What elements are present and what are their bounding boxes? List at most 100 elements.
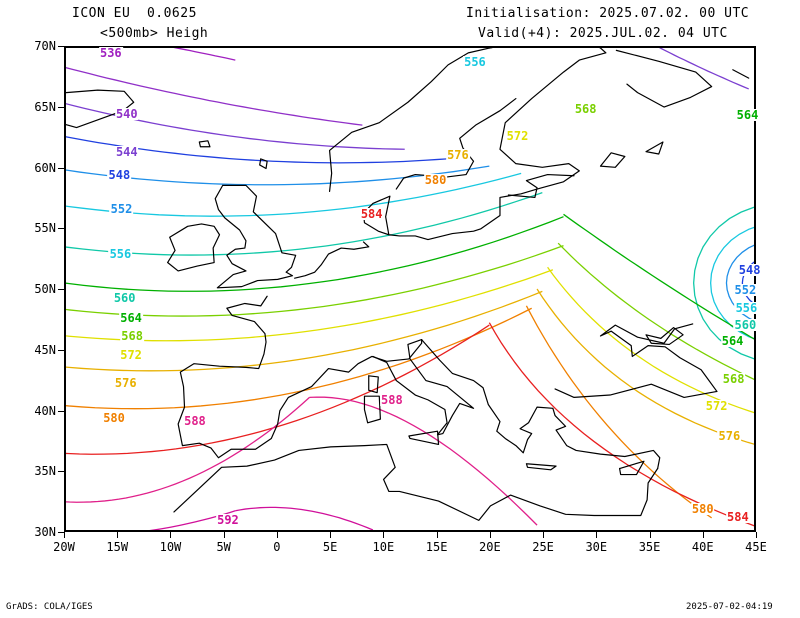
contour-value-label: 564 [735,108,760,123]
y-tick-label: 50N [34,282,56,296]
x-tick-label: 20W [53,540,75,554]
contour-value-label: 576 [113,375,138,390]
x-tick-mark [276,532,278,538]
model-title: ICON EU 0.0625 [72,6,197,21]
y-tick-mark [58,349,64,351]
contour-line-564 [66,216,564,292]
contour-value-label: 548 [107,167,132,182]
y-tick-mark [58,46,64,47]
contour-line-548 [741,261,754,305]
coastline-path [328,48,607,241]
contour-value-label: 556 [463,54,487,69]
contour-value-label: 560 [733,318,758,333]
contour-line-552 [725,244,754,322]
y-tick-mark [58,106,64,108]
initialisation-time: Initialisation: 2025.07.02. 00 UTC [466,6,750,21]
contour-value-label: 592 [216,512,240,527]
coastline-path [372,338,475,436]
contour-line-584 [488,322,754,527]
contour-line-564 [563,213,754,340]
contour-value-label: 552 [733,283,758,298]
contour-line-560 [66,191,543,256]
contour-line-576 [66,290,543,372]
contour-map-plot [64,46,756,532]
coastline-path [167,223,221,272]
x-tick-label: 35E [638,540,661,554]
y-tick-label: 30N [34,525,56,539]
contour-value-label: 576 [717,429,742,443]
contour-line-572 [547,266,754,414]
contour-line-580 [66,307,532,410]
contour-value-label: 588 [380,392,404,407]
coastline-path [177,295,423,459]
x-tick-mark [756,532,757,538]
contour-value-label: 556 [734,301,759,316]
y-tick-label: 40N [34,403,56,418]
x-tick-mark [117,532,119,538]
contour-value-label: 552 [109,201,134,216]
coastline-path [294,241,370,279]
x-tick-mark [596,532,598,538]
x-tick-mark [170,532,172,538]
x-tick-label: 10W [159,540,182,554]
contour-value-label: 580 [102,410,126,425]
coastline-path [618,460,645,476]
y-tick-label: 70N [34,39,56,53]
x-tick-label: 15E [425,540,448,554]
x-tick-mark [702,532,704,538]
coastline-path [368,375,379,394]
contour-value-label: 572 [505,128,530,143]
contour-line-560 [693,206,754,360]
map-canvas [66,48,754,530]
y-tick-mark [58,228,64,230]
x-tick-mark [383,532,385,538]
x-tick-mark [436,532,438,538]
contour-value-label: 568 [120,329,144,344]
contour-value-label: 584 [726,510,750,525]
coastline-path [599,323,718,393]
contour-value-label: 548 [737,262,762,277]
contour-line-588 [309,396,538,526]
coastline-path [395,97,517,190]
contour-value-label: 540 [114,107,139,122]
coastline-path [198,140,211,148]
contour-line-556 [66,172,522,217]
contour-line-536 [173,48,236,61]
contour-line-588 [66,396,310,503]
x-tick-mark [223,532,225,538]
contour-line-568 [557,242,754,381]
coastline-path [615,49,713,108]
level-subtitle: <500mb> Heigh [100,26,209,41]
coastline-path [421,338,661,470]
contour-value-label: 564 [119,311,143,326]
x-tick-label: 15W [106,540,129,554]
x-tick-mark [649,532,651,538]
contour-line-568 [66,245,564,317]
valid-time: Valid(+4): 2025.JUL.02. 04 UTC [478,26,728,41]
x-tick-mark [543,532,545,538]
contour-value-label: 580 [690,501,715,516]
credit-label: GrADS: COLA/IGES [6,602,93,612]
coastline-path [173,443,659,521]
contour-line-576 [536,288,754,445]
coastline-path [645,326,684,346]
coastline-path [408,430,440,446]
x-tick-label: 30E [585,540,608,554]
contour-value-label: 544 [114,144,139,159]
contour-value-label: 572 [704,398,729,413]
coastline-path [645,141,664,155]
x-tick-label: 10E [372,540,395,554]
y-tick-label: 60N [34,160,56,175]
y-tick-label: 35N [34,464,56,479]
y-tick-label: 55N [34,221,56,236]
contour-value-label: 576 [446,148,470,163]
contour-value-label: 560 [112,290,137,305]
contour-lines [66,48,754,530]
coastline-path [599,152,626,168]
contour-value-label: 536 [98,46,123,61]
y-tick-label: 45N [34,342,56,357]
x-tick-label: 5W [216,540,231,554]
contour-line-540 [66,67,363,126]
contour-value-label: 584 [359,206,384,221]
contour-value-label: 588 [183,414,207,429]
